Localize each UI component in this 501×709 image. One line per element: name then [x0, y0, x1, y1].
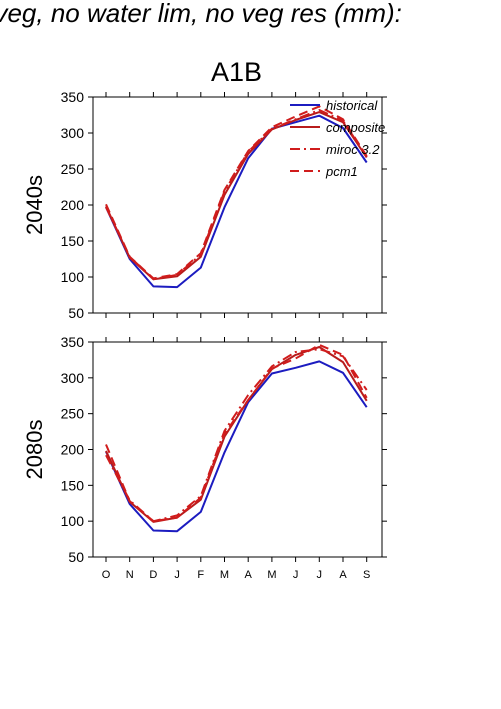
y-tick-label: 150: [61, 233, 85, 249]
y-tick-label: 300: [61, 370, 85, 386]
y-tick-label: 250: [61, 161, 85, 177]
x-tick-label: M: [267, 569, 276, 581]
y-tick-label: 350: [61, 334, 85, 350]
x-tick-label: N: [126, 569, 134, 581]
x-tick-label: J: [174, 569, 180, 581]
y-tick-label: 250: [61, 406, 85, 422]
legend-label: historical: [326, 98, 378, 113]
plot-frame: [92, 341, 383, 558]
x-tick-label: A: [245, 569, 253, 581]
y-axis-label: 2040s: [22, 175, 47, 235]
y-tick-label: 350: [61, 89, 85, 105]
page-title: f veg, no water lim, no veg res (mm):: [0, 0, 402, 28]
x-tick-label: F: [197, 569, 204, 581]
y-tick-label: 200: [61, 197, 85, 213]
y-tick-label: 200: [61, 442, 85, 458]
y-tick-label: 100: [61, 269, 85, 285]
x-tick-label: S: [363, 569, 370, 581]
legend: historical composite miroc 3.2 pcm1: [290, 98, 385, 179]
legend-label: pcm1: [325, 164, 358, 179]
legend-label: miroc 3.2: [326, 142, 380, 157]
series-line-historical: [105, 114, 368, 289]
y-tick-label: 50: [68, 305, 84, 321]
chart-panel-1: 50 100 150 200 250 300 350 2040s A1B historical co…: [22, 57, 387, 321]
series-line-pcm1: [105, 105, 368, 280]
series-line-miroc-3-2: [105, 348, 368, 523]
legend-label: composite: [326, 120, 385, 135]
chart-panel-2: 50 100 150 200 250 300 350 O N D J F M A M J J A S 2080s: [22, 334, 387, 581]
x-tick-label: A: [339, 569, 347, 581]
y-tick-label: 150: [61, 477, 85, 493]
x-tick-label: J: [293, 569, 299, 581]
x-tick-label: M: [220, 569, 229, 581]
y-axis-label: 2080s: [22, 420, 47, 480]
x-tick-label: J: [317, 569, 323, 581]
series-line-historical: [105, 360, 368, 533]
y-tick-label: 50: [68, 549, 84, 565]
series-line-composite: [105, 111, 368, 281]
y-tick-label: 100: [61, 513, 85, 529]
series-line-miroc-3-2: [105, 109, 368, 281]
x-tick-label: D: [149, 569, 157, 581]
series-line-pcm1: [105, 343, 368, 523]
series-line-composite: [105, 346, 368, 523]
chart-title: A1B: [211, 57, 262, 87]
x-tick-label: O: [102, 569, 111, 581]
y-tick-label: 300: [61, 125, 85, 141]
